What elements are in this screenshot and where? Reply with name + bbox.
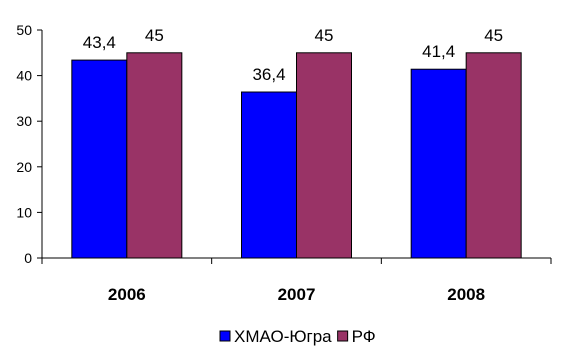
data-label: 36,4 [252, 65, 285, 84]
y-tick-label: 30 [16, 113, 32, 129]
x-tick-label: 2008 [447, 285, 485, 304]
bar [241, 91, 297, 259]
legend-label: ХМАО-Югра [234, 327, 332, 346]
legend-label: РФ [352, 327, 376, 346]
data-label: 45 [484, 26, 503, 45]
labels: 43,4 45 2006 36,4 45 2007 41,4 45 2008 [83, 26, 503, 304]
y-tick-label: 0 [24, 250, 32, 266]
bar [296, 52, 352, 259]
x-tick-label: 2007 [278, 285, 316, 304]
y-tick-label: 10 [16, 204, 32, 220]
data-label: 43,4 [83, 33, 116, 52]
bar [465, 52, 522, 259]
y-tick-label: 20 [16, 159, 32, 175]
legend: ХМАО-Югра РФ [219, 327, 376, 346]
data-label: 45 [315, 26, 334, 45]
data-label: 41,4 [422, 42, 455, 61]
bar [126, 52, 183, 259]
y-tick-label: 50 [16, 22, 32, 38]
data-label: 45 [145, 26, 164, 45]
bar [410, 68, 467, 259]
y-tick-label: 40 [16, 68, 32, 84]
bar [71, 59, 128, 259]
legend-swatch [337, 330, 349, 342]
legend-swatch [219, 330, 231, 342]
x-tick-label: 2006 [108, 285, 146, 304]
bars [71, 52, 522, 259]
